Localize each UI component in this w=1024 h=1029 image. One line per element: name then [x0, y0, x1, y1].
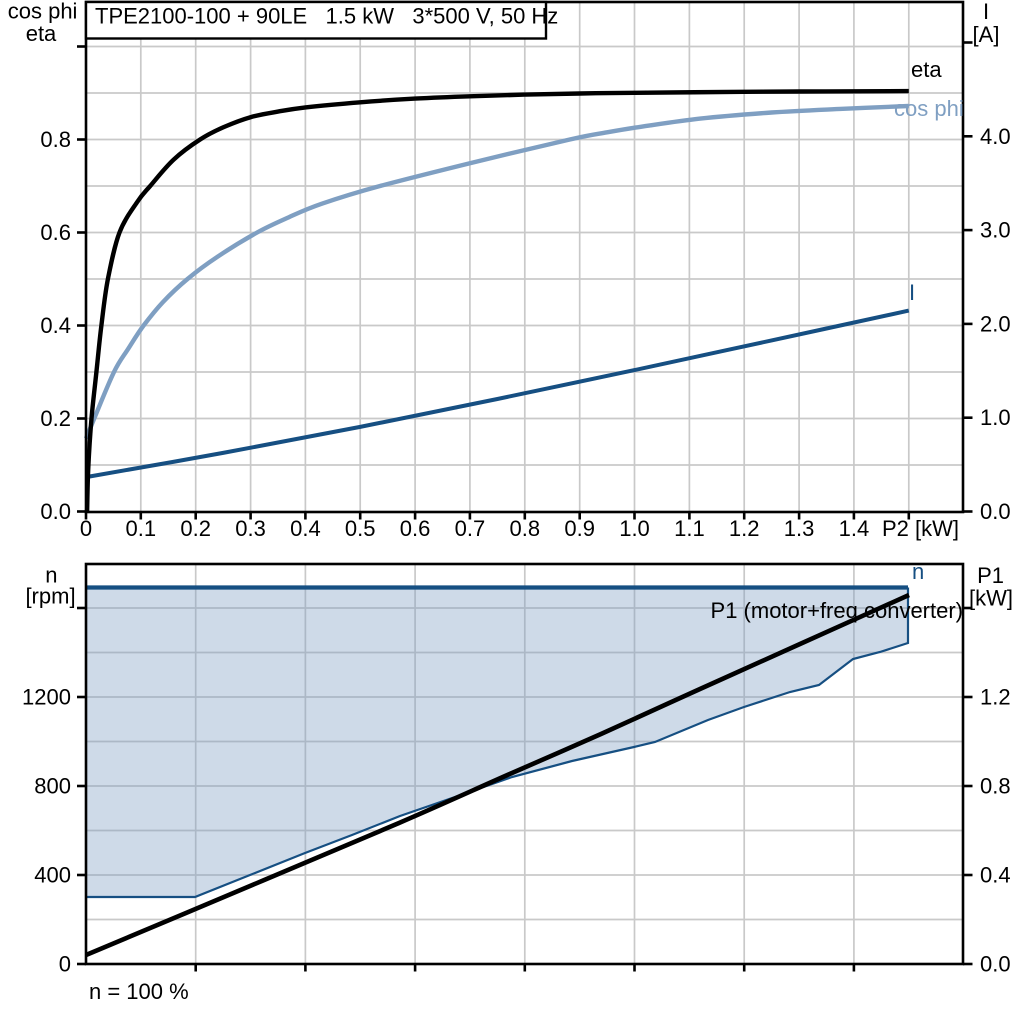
- svg-text:0.5: 0.5: [345, 516, 376, 541]
- svg-text:2.0: 2.0: [980, 311, 1011, 336]
- svg-text:800: 800: [34, 774, 71, 799]
- svg-text:0: 0: [80, 516, 92, 541]
- svg-text:1.2: 1.2: [729, 516, 760, 541]
- svg-text:0.4: 0.4: [980, 863, 1011, 888]
- svg-text:n: n: [912, 559, 924, 584]
- svg-text:[rpm]: [rpm]: [25, 584, 75, 609]
- svg-text:n: n: [45, 563, 57, 588]
- svg-text:TPE2100-100 + 90LE 1.5 kW: TPE2100-100 + 90LE 1.5 kW 3*500 V, 50 Hz: [95, 4, 558, 29]
- svg-text:0.9: 0.9: [564, 516, 595, 541]
- svg-text:0: 0: [59, 952, 71, 977]
- svg-text:0.8: 0.8: [980, 774, 1011, 799]
- svg-text:[A]: [A]: [973, 22, 1000, 47]
- svg-text:n = 100 %: n = 100 %: [89, 979, 189, 1004]
- svg-text:400: 400: [34, 863, 71, 888]
- svg-text:0.8: 0.8: [40, 127, 71, 152]
- svg-text:cos phi: cos phi: [894, 96, 964, 121]
- svg-text:0.7: 0.7: [455, 516, 486, 541]
- svg-text:1.0: 1.0: [980, 405, 1011, 430]
- svg-text:0.4: 0.4: [290, 516, 321, 541]
- svg-text:eta: eta: [26, 21, 57, 46]
- svg-text:3.0: 3.0: [980, 218, 1011, 243]
- svg-text:eta: eta: [911, 57, 942, 82]
- svg-text:1.3: 1.3: [784, 516, 815, 541]
- svg-text:0.6: 0.6: [400, 516, 431, 541]
- svg-text:0.3: 0.3: [235, 516, 266, 541]
- svg-text:0.4: 0.4: [40, 313, 71, 338]
- svg-text:P1 (motor+freq.converter): P1 (motor+freq.converter): [711, 598, 963, 623]
- svg-text:cos phi: cos phi: [8, 0, 78, 24]
- svg-text:0.6: 0.6: [40, 220, 71, 245]
- svg-text:4.0: 4.0: [980, 124, 1011, 149]
- svg-text:[kW]: [kW]: [969, 586, 1013, 611]
- svg-text:P1: P1: [977, 563, 1004, 588]
- svg-text:1200: 1200: [22, 685, 71, 710]
- svg-text:0.1: 0.1: [126, 516, 157, 541]
- svg-text:1.0: 1.0: [619, 516, 650, 541]
- svg-text:1.4: 1.4: [839, 516, 870, 541]
- svg-text:1.2: 1.2: [980, 685, 1011, 710]
- svg-text:0.2: 0.2: [40, 406, 71, 431]
- svg-text:P2 [kW]: P2 [kW]: [882, 516, 959, 541]
- svg-text:0.2: 0.2: [180, 516, 211, 541]
- svg-text:0.0: 0.0: [40, 499, 71, 524]
- svg-text:0.0: 0.0: [980, 499, 1011, 524]
- svg-text:0.8: 0.8: [510, 516, 541, 541]
- svg-text:1.1: 1.1: [674, 516, 705, 541]
- svg-text:I: I: [909, 280, 915, 305]
- svg-text:I: I: [983, 0, 989, 24]
- svg-text:0.0: 0.0: [980, 952, 1011, 977]
